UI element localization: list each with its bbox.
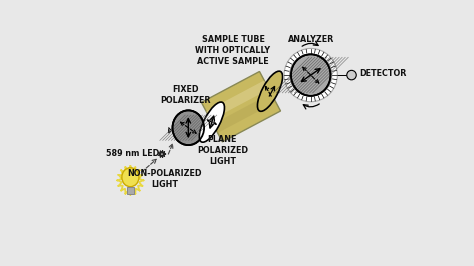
FancyBboxPatch shape <box>127 187 134 194</box>
Ellipse shape <box>291 54 330 96</box>
Polygon shape <box>201 72 281 142</box>
Polygon shape <box>213 93 276 133</box>
Ellipse shape <box>257 71 283 111</box>
Circle shape <box>284 48 337 102</box>
Text: FIXED
POLARIZER: FIXED POLARIZER <box>160 85 211 105</box>
Text: ANALYZER: ANALYZER <box>288 35 334 44</box>
Circle shape <box>290 54 332 96</box>
Ellipse shape <box>122 168 139 187</box>
Text: PLANE
POLARIZED
LIGHT: PLANE POLARIZED LIGHT <box>197 135 248 167</box>
Text: 589 nm LED: 589 nm LED <box>106 149 160 158</box>
Ellipse shape <box>200 102 225 142</box>
Polygon shape <box>206 80 269 120</box>
Circle shape <box>347 70 356 80</box>
Text: SAMPLE TUBE
WITH OPTICALLY
ACTIVE SAMPLE: SAMPLE TUBE WITH OPTICALLY ACTIVE SAMPLE <box>195 35 271 66</box>
Text: NON-POLARIZED
LIGHT: NON-POLARIZED LIGHT <box>128 169 202 189</box>
Text: DETECTOR: DETECTOR <box>359 69 406 78</box>
Ellipse shape <box>173 110 204 145</box>
